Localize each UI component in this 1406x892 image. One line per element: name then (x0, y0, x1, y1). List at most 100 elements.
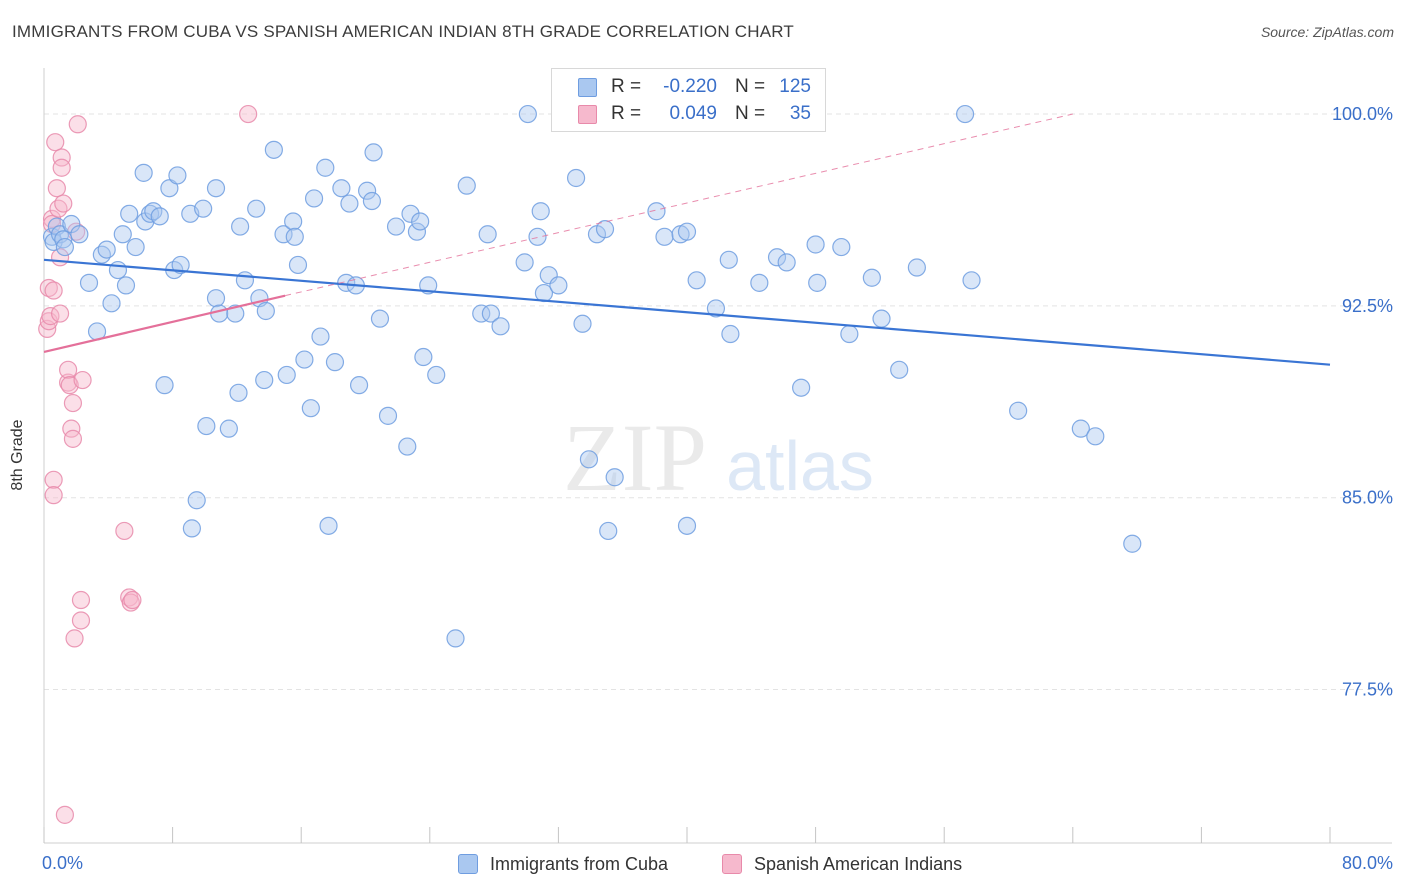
r-label: R = (611, 76, 642, 97)
point-immigrants-from-cuba (401, 204, 420, 223)
point-spanish-american-indians (46, 133, 65, 152)
point-spanish-american-indians (73, 370, 92, 390)
point-immigrants-from-cuba (288, 255, 308, 275)
point-immigrants-from-cuba (687, 271, 706, 290)
point-immigrants-from-cuba (108, 260, 128, 280)
point-immigrants-from-cuba (92, 245, 111, 264)
series-spanish-american-indians (38, 104, 258, 824)
point-spanish-american-indians (52, 158, 71, 177)
point-immigrants-from-cuba (349, 376, 369, 395)
series-legend: Immigrants from Cuba Spanish American In… (0, 850, 1406, 878)
point-immigrants-from-cuba (255, 370, 274, 390)
watermark-zip: ZIP (563, 404, 707, 511)
point-immigrants-from-cuba (1123, 534, 1142, 553)
point-immigrants-from-cuba (210, 304, 229, 323)
point-immigrants-from-cuba (229, 383, 248, 402)
point-spanish-american-indians (55, 805, 74, 824)
point-immigrants-from-cuba (378, 406, 398, 425)
point-immigrants-from-cuba (1009, 401, 1028, 420)
point-immigrants-from-cuba (386, 217, 406, 236)
point-immigrants-from-cuba (721, 324, 740, 344)
point-immigrants-from-cuba (370, 309, 390, 328)
point-immigrants-from-cuba (264, 140, 283, 159)
legend-swatch-cuba (578, 77, 597, 97)
point-immigrants-from-cuba (767, 248, 787, 267)
r-value: -0.220 (663, 76, 717, 97)
point-spanish-american-indians (44, 281, 63, 300)
point-immigrants-from-cuba (573, 314, 592, 333)
point-immigrants-from-cuba (890, 360, 909, 379)
legend-item-spanish-american-indians[interactable]: Spanish American Indians (722, 850, 962, 878)
n-label: N = (735, 76, 766, 97)
point-spanish-american-indians (68, 115, 87, 134)
point-immigrants-from-cuba (325, 353, 345, 372)
point-spanish-american-indians (44, 486, 63, 505)
legend-swatch-spanish-american-indians (722, 854, 742, 874)
point-immigrants-from-cuba (677, 516, 697, 535)
y-tick-label: 85.0% (1342, 488, 1393, 508)
y-tick-label: 77.5% (1342, 680, 1393, 700)
point-spanish-american-indians (63, 393, 83, 413)
point-immigrants-from-cuba (155, 376, 174, 395)
point-immigrants-from-cuba (340, 194, 359, 213)
point-immigrants-from-cuba (304, 189, 324, 208)
point-immigrants-from-cuba (358, 181, 377, 200)
point-immigrants-from-cuba (518, 104, 537, 124)
y-tick-label: 100.0% (1332, 104, 1393, 124)
point-immigrants-from-cuba (808, 273, 827, 292)
point-immigrants-from-cuba (962, 271, 981, 290)
point-immigrants-from-cuba (840, 324, 859, 344)
point-immigrants-from-cuba (70, 225, 89, 244)
point-immigrants-from-cuba (274, 225, 293, 244)
point-immigrants-from-cuba (398, 437, 417, 456)
legend-swatch-cuba (458, 854, 478, 874)
source-label: Source: ZipAtlas.com (1260, 24, 1394, 40)
point-immigrants-from-cuba (777, 253, 796, 272)
legend-label-spanish-american-indians: Spanish American Indians (754, 853, 963, 874)
point-immigrants-from-cuba (134, 163, 153, 182)
point-immigrants-from-cuba (792, 378, 811, 397)
y-tick-labels: 100.0% 92.5% 85.0% 77.5% (1332, 104, 1393, 699)
point-immigrants-from-cuba (120, 204, 139, 223)
trend-line-cuba (43, 258, 1331, 366)
point-immigrants-from-cuba (235, 271, 255, 290)
point-immigrants-from-cuba (301, 399, 320, 418)
point-spanish-american-indians (49, 199, 68, 218)
series-immigrants-from-cuba (42, 104, 1142, 648)
point-immigrants-from-cuba (256, 301, 275, 321)
point-immigrants-from-cuba (219, 419, 238, 438)
point-immigrants-from-cuba (528, 227, 547, 246)
x-tick-label-max: 80.0% (1342, 853, 1393, 873)
point-immigrants-from-cuba (247, 199, 266, 218)
n-value: 35 (789, 103, 811, 124)
point-immigrants-from-cuba (599, 521, 618, 541)
point-immigrants-from-cuba (160, 179, 179, 198)
point-immigrants-from-cuba (862, 268, 881, 287)
n-value: 125 (779, 76, 811, 97)
trend-line-spanish-american-indians (43, 294, 286, 353)
legend-swatch-spanish-american-indians (578, 104, 597, 124)
point-spanish-american-indians (47, 179, 66, 198)
point-immigrants-from-cuba (677, 222, 697, 241)
n-label: N = (735, 103, 766, 124)
point-spanish-american-indians (71, 611, 91, 630)
point-immigrants-from-cuba (411, 212, 430, 231)
point-immigrants-from-cuba (168, 166, 187, 185)
point-immigrants-from-cuba (319, 516, 338, 535)
legend-label-cuba: Immigrants from Cuba (490, 853, 669, 874)
x-tick-label-min: 0.0% (42, 853, 83, 873)
axes (43, 68, 1392, 844)
point-immigrants-from-cuba (457, 176, 476, 195)
point-immigrants-from-cuba (1071, 419, 1090, 438)
point-spanish-american-indians (44, 470, 63, 489)
stats-legend: R = -0.220 N = 125 R = 0.049 N = 35 (551, 68, 826, 132)
point-spanish-american-indians (71, 590, 91, 610)
point-immigrants-from-cuba (549, 276, 568, 295)
point-immigrants-from-cuba (284, 212, 303, 231)
point-immigrants-from-cuba (197, 416, 216, 436)
point-immigrants-from-cuba (531, 202, 550, 221)
stats-row-cuba: R = -0.220 N = 125 (552, 73, 811, 101)
point-immigrants-from-cuba (231, 217, 250, 236)
point-immigrants-from-cuba (55, 237, 74, 257)
legend-item-cuba[interactable]: Immigrants from Cuba (458, 850, 668, 878)
